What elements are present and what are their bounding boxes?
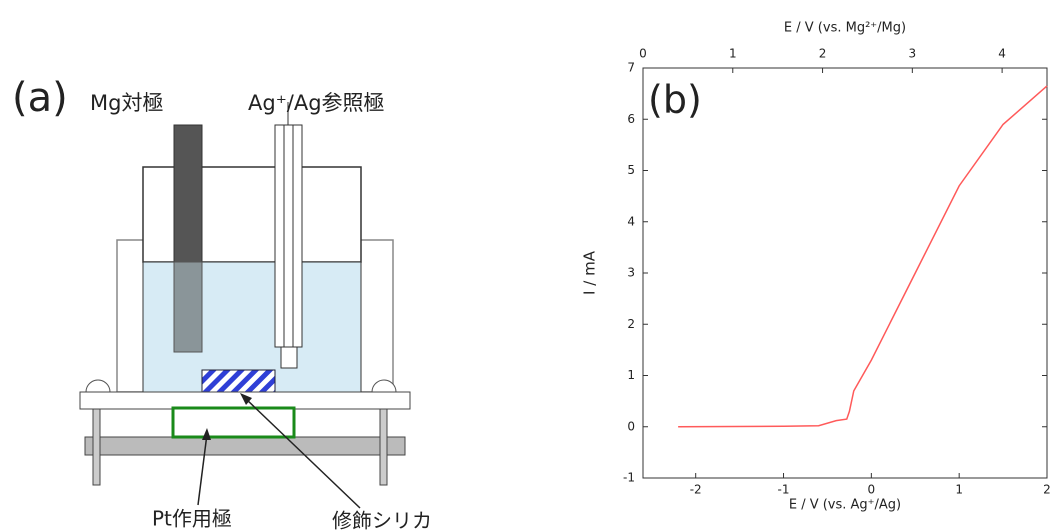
y-axis-label: I / mA bbox=[581, 250, 599, 295]
y-tick-label: 2 bbox=[627, 317, 635, 331]
bolt-head bbox=[85, 379, 111, 393]
data-line bbox=[678, 85, 1048, 428]
bolt bbox=[92, 408, 101, 486]
y-tick-label: 7 bbox=[627, 61, 635, 75]
x-tick-label: -1 bbox=[778, 483, 790, 497]
cell-diagram: (a) Mg対極 Ag⁺/Ag参照極 Pt作用極 修飾シリカ bbox=[12, 75, 432, 531]
base bbox=[84, 436, 406, 456]
arrow bbox=[244, 397, 361, 509]
pt-electrode bbox=[171, 406, 296, 439]
x-tick-label: 1 bbox=[955, 483, 963, 497]
x-tick-label: -2 bbox=[690, 483, 702, 497]
panel-label: (a) bbox=[12, 75, 68, 121]
mg-electrode bbox=[173, 124, 203, 263]
x-tick-label: 2 bbox=[1043, 483, 1051, 497]
y-tick-label: 3 bbox=[627, 266, 635, 280]
x2-tick-label: 2 bbox=[819, 47, 827, 61]
x-axis-label: E / V (vs. Ag⁺/Ag) bbox=[789, 498, 901, 513]
x2-tick-label: 3 bbox=[909, 47, 917, 61]
bolt-head bbox=[371, 379, 397, 393]
y-tick-label: 5 bbox=[627, 163, 635, 177]
y-tick-label: -1 bbox=[623, 471, 635, 485]
x-tick-label: 0 bbox=[868, 483, 876, 497]
arrow bbox=[197, 433, 208, 506]
chart: -1 0 1 2 3 4 5 6 7 -2 -1 0 1 2 0 1 2 3 4 E / V (vs. Ag⁺/Ag)… bbox=[581, 21, 1051, 513]
label: Mg対極 bbox=[90, 91, 163, 115]
bolt bbox=[379, 408, 388, 486]
label: Ag⁺/Ag参照極 bbox=[248, 91, 385, 115]
y-tick-label: 6 bbox=[627, 112, 635, 126]
ref-tip bbox=[280, 346, 298, 369]
x2-tick-label: 1 bbox=[729, 47, 737, 61]
x2-tick-label: 0 bbox=[639, 47, 647, 61]
plot-frame bbox=[642, 67, 1048, 479]
y-tick-label: 4 bbox=[627, 214, 635, 228]
mg-electrode-immersed bbox=[173, 261, 203, 353]
x2-tick-label: 4 bbox=[998, 47, 1006, 61]
arrowhead bbox=[202, 428, 211, 440]
label: 修飾シリカ bbox=[332, 509, 432, 531]
ref-inner bbox=[283, 124, 294, 348]
label: Pt作用極 bbox=[152, 507, 232, 531]
x2-axis-label: E / V (vs. Mg²⁺/Mg) bbox=[784, 21, 906, 36]
arrowhead bbox=[240, 393, 252, 405]
y-tick-label: 0 bbox=[627, 419, 635, 433]
panel-label: (b) bbox=[648, 78, 702, 122]
y-tick-label: 1 bbox=[627, 368, 635, 382]
